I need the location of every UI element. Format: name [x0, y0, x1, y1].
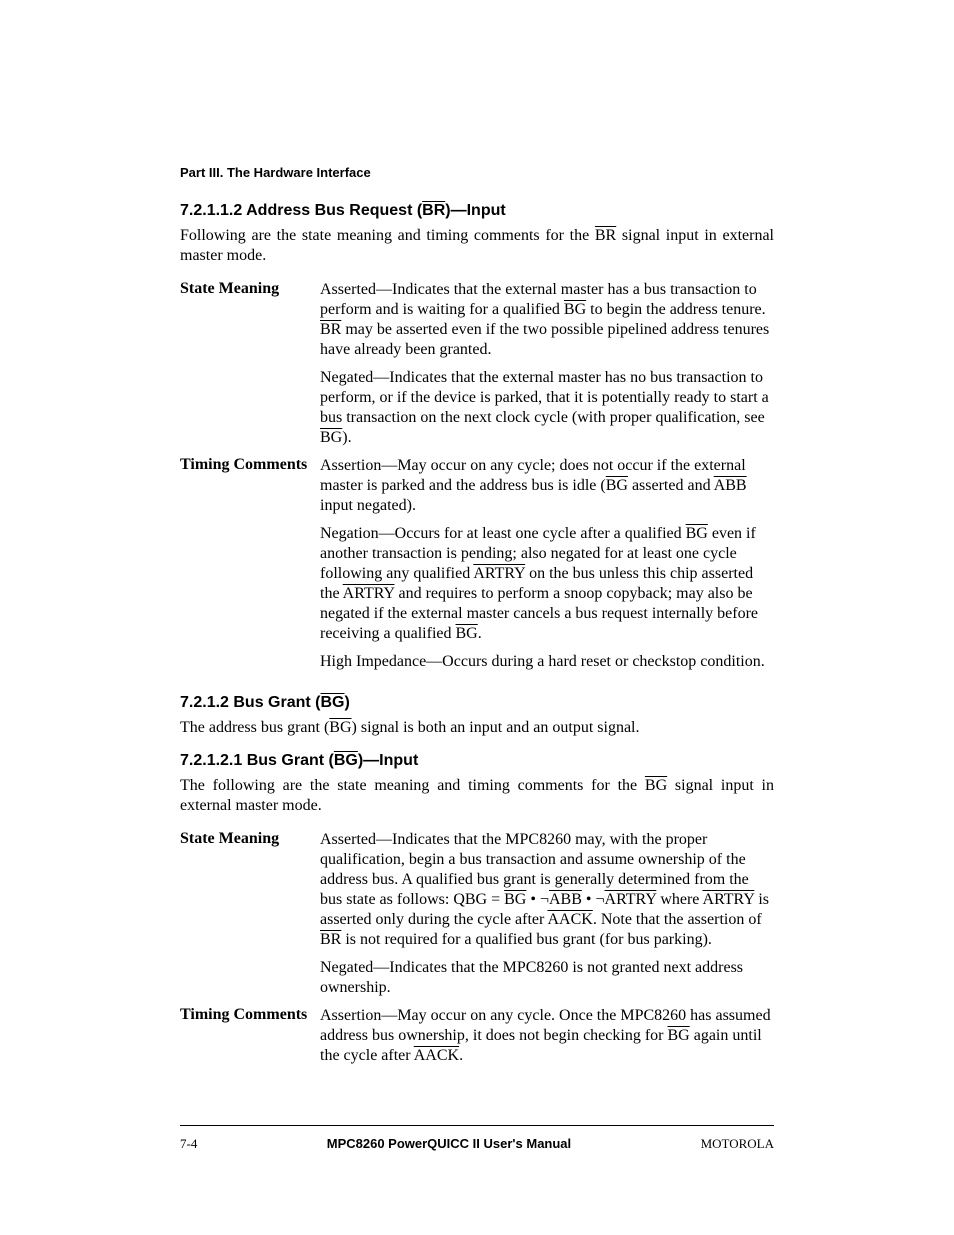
text-run: may be asserted even if the two possible… — [320, 321, 769, 358]
signal-name: BG — [564, 301, 586, 318]
signal-name: AACK — [414, 1047, 459, 1064]
definition-row: Timing CommentsAssertion—May occur on an… — [180, 1006, 774, 1074]
section-number: 7.2.1.2.1 — [180, 752, 247, 769]
text-run: Negation—Occurs for at least one cycle a… — [320, 525, 686, 542]
definition-body: Negated—Indicates that the external mast… — [320, 368, 774, 456]
definition-body: High Impedance—Occurs during a hard rese… — [320, 652, 774, 680]
footer-rule — [180, 1125, 774, 1126]
signal-name: ARTRY — [703, 891, 755, 908]
footer-page-number: 7-4 — [180, 1136, 197, 1152]
definition-label: Timing Comments — [180, 1006, 320, 1074]
definition-body: Negation—Occurs for at least one cycle a… — [320, 524, 774, 652]
signal-name: ABB — [549, 891, 582, 908]
signal-name: AACK — [547, 911, 592, 928]
footer-brand: MOTOROLA — [701, 1136, 774, 1152]
heading-text: Bus Grant ( — [233, 694, 320, 711]
signal-name: BR — [320, 321, 341, 338]
text-run: The following are the state meaning and … — [180, 777, 645, 794]
page-footer: 7-4 MPC8260 PowerQUICC II User's Manual … — [180, 1125, 774, 1152]
definition-body: Asserted—Indicates that the MPC8260 may,… — [320, 830, 774, 958]
definition-row: Negated—Indicates that the external mast… — [180, 368, 774, 456]
definition-body: Assertion—May occur on any cycle; does n… — [320, 456, 774, 524]
signal-name: ARTRY — [473, 565, 525, 582]
text-run: Negated—Indicates that the MPC8260 is no… — [320, 959, 743, 996]
text-run: where — [656, 891, 702, 908]
signal-name: BG — [320, 429, 342, 446]
footer-manual-title: MPC8260 PowerQUICC II User's Manual — [327, 1136, 571, 1152]
definition-body: Asserted—Indicates that the external mas… — [320, 280, 774, 368]
definition-row: High Impedance—Occurs during a hard rese… — [180, 652, 774, 680]
definition-row: Timing CommentsAssertion—May occur on an… — [180, 456, 774, 524]
heading-text: )—Input — [358, 752, 418, 769]
signal-name: BG — [686, 525, 708, 542]
signal-name: BG — [456, 625, 478, 642]
text-run: . — [459, 1047, 463, 1064]
text-run: Following are the state meaning and timi… — [180, 227, 595, 244]
definition-label — [180, 958, 320, 1006]
signal-name: ARTRY — [343, 585, 395, 602]
definition-label — [180, 524, 320, 652]
text-run: . Note that the assertion of — [593, 911, 762, 928]
text-run: High Impedance—Occurs during a hard rese… — [320, 653, 765, 670]
signal-name: BR — [320, 931, 341, 948]
text-run: asserted and — [628, 477, 714, 494]
definition-label — [180, 652, 320, 680]
heading-text: ) — [345, 694, 350, 711]
definition-row: Negation—Occurs for at least one cycle a… — [180, 524, 774, 652]
sections-container: 7.2.1.1.2 Address Bus Request (BR)—Input… — [180, 202, 774, 1074]
section-number: 7.2.1.2 — [180, 694, 233, 711]
text-run: . — [478, 625, 482, 642]
text-run: The address bus grant ( — [180, 719, 329, 736]
section-heading: 7.2.1.2 Bus Grant (BG) — [180, 694, 774, 712]
text-run: • ¬ — [582, 891, 605, 908]
definition-label: State Meaning — [180, 280, 320, 368]
signal-name: BG — [329, 719, 351, 736]
text-run: ) signal is both an input and an output … — [352, 719, 640, 736]
intro-paragraph: The following are the state meaning and … — [180, 776, 774, 816]
heading-text: Bus Grant ( — [247, 752, 334, 769]
definition-label: State Meaning — [180, 830, 320, 958]
definition-label — [180, 368, 320, 456]
part-header: Part III. The Hardware Interface — [180, 165, 774, 180]
heading-text: )—Input — [445, 202, 505, 219]
text-run: • ¬ — [526, 891, 549, 908]
text-run: to begin the address tenure. — [586, 301, 766, 318]
text-run: ). — [342, 429, 351, 446]
definition-row: State MeaningAsserted—Indicates that the… — [180, 830, 774, 958]
footer-row: 7-4 MPC8260 PowerQUICC II User's Manual … — [180, 1136, 774, 1152]
intro-paragraph: Following are the state meaning and timi… — [180, 226, 774, 266]
signal-name: BR — [595, 227, 616, 244]
signal-name: BR — [422, 202, 445, 219]
definition-table: State MeaningAsserted—Indicates that the… — [180, 280, 774, 680]
intro-paragraph: The address bus grant (BG) signal is bot… — [180, 718, 774, 738]
signal-name: BG — [645, 777, 667, 794]
section-heading: 7.2.1.2.1 Bus Grant (BG)—Input — [180, 752, 774, 770]
heading-text: Address Bus Request ( — [246, 202, 422, 219]
signal-name: ABB — [714, 477, 747, 494]
signal-name: ARTRY — [605, 891, 657, 908]
definition-label: Timing Comments — [180, 456, 320, 524]
text-run: Negated—Indicates that the external mast… — [320, 369, 769, 426]
signal-name: BG — [667, 1027, 689, 1044]
definition-table: State MeaningAsserted—Indicates that the… — [180, 830, 774, 1074]
definition-row: State MeaningAsserted—Indicates that the… — [180, 280, 774, 368]
definition-body: Assertion—May occur on any cycle. Once t… — [320, 1006, 774, 1074]
section-number: 7.2.1.1.2 — [180, 202, 246, 219]
text-run: is not required for a qualified bus gran… — [341, 931, 712, 948]
signal-name: BG — [606, 477, 628, 494]
text-run: input negated). — [320, 497, 416, 514]
signal-name: BG — [334, 752, 358, 769]
signal-name: BG — [504, 891, 526, 908]
signal-name: BG — [321, 694, 345, 711]
definition-row: Negated—Indicates that the MPC8260 is no… — [180, 958, 774, 1006]
definition-body: Negated—Indicates that the MPC8260 is no… — [320, 958, 774, 1006]
section-heading: 7.2.1.1.2 Address Bus Request (BR)—Input — [180, 202, 774, 220]
page-content: Part III. The Hardware Interface 7.2.1.1… — [180, 165, 774, 1074]
